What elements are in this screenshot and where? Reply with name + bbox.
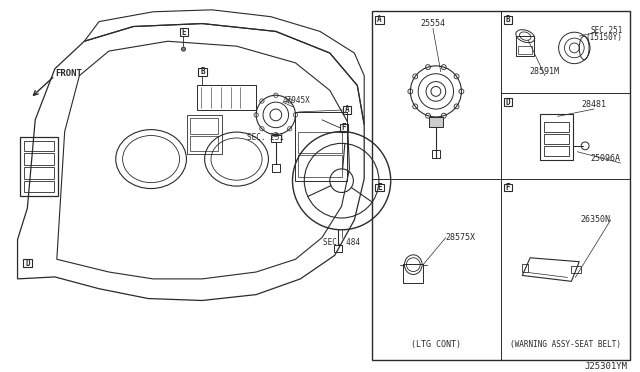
Text: 47945X: 47945X (283, 96, 310, 105)
Bar (340, 124, 348, 132)
Text: 28481: 28481 (582, 100, 607, 109)
Text: 25096A: 25096A (591, 154, 621, 163)
Bar (504, 98, 513, 106)
Bar (188, 115, 222, 154)
Text: SEC. 484: SEC. 484 (323, 238, 360, 247)
Bar (296, 112, 346, 181)
Text: (LTG CONT): (LTG CONT) (411, 340, 461, 349)
Text: 25554: 25554 (420, 19, 445, 29)
Text: SEC.251: SEC.251 (590, 26, 623, 35)
Bar (333, 244, 342, 252)
Text: J25301YM: J25301YM (584, 362, 627, 371)
Bar (403, 264, 423, 283)
Text: (WARNING ASSY-SEAT BELT): (WARNING ASSY-SEAT BELT) (510, 340, 621, 349)
Bar (375, 16, 384, 23)
Bar (522, 264, 528, 272)
Text: A: A (345, 106, 349, 115)
Bar (518, 46, 532, 54)
Bar (24, 259, 32, 267)
Bar (544, 122, 570, 132)
Text: 26350N: 26350N (580, 215, 611, 224)
Bar (190, 118, 218, 134)
Text: FRONT: FRONT (55, 68, 82, 78)
Bar (198, 68, 207, 76)
Bar (24, 181, 54, 192)
Bar (544, 134, 570, 144)
Bar (342, 106, 351, 114)
Bar (429, 117, 443, 127)
Text: 28575X: 28575X (445, 233, 476, 242)
Bar (372, 11, 630, 360)
Text: F: F (342, 123, 346, 132)
Circle shape (182, 47, 186, 51)
Text: (15150Y): (15150Y) (586, 33, 623, 42)
Text: B: B (506, 15, 510, 24)
Text: E: E (377, 183, 381, 192)
Bar (272, 164, 280, 172)
Bar (180, 29, 188, 36)
Text: A: A (377, 15, 381, 24)
Text: SEC. 251: SEC. 251 (248, 133, 285, 142)
Bar (375, 184, 384, 192)
Text: D: D (26, 259, 30, 268)
Bar (271, 135, 281, 142)
Text: E: E (182, 28, 186, 37)
Text: 28591M: 28591M (530, 67, 560, 76)
Bar (504, 184, 513, 192)
Bar (190, 135, 218, 151)
Bar (544, 146, 570, 155)
Bar (24, 167, 54, 179)
Bar (516, 36, 534, 56)
Text: F: F (506, 183, 510, 192)
Bar (20, 138, 58, 196)
Bar (572, 266, 581, 273)
Bar (24, 153, 54, 165)
Bar (197, 86, 256, 110)
Bar (298, 155, 342, 177)
Bar (432, 150, 440, 158)
Bar (298, 132, 342, 153)
Bar (504, 16, 513, 23)
Bar (24, 141, 54, 151)
Bar (540, 115, 573, 160)
Text: B: B (200, 67, 205, 76)
Text: D: D (506, 97, 510, 107)
